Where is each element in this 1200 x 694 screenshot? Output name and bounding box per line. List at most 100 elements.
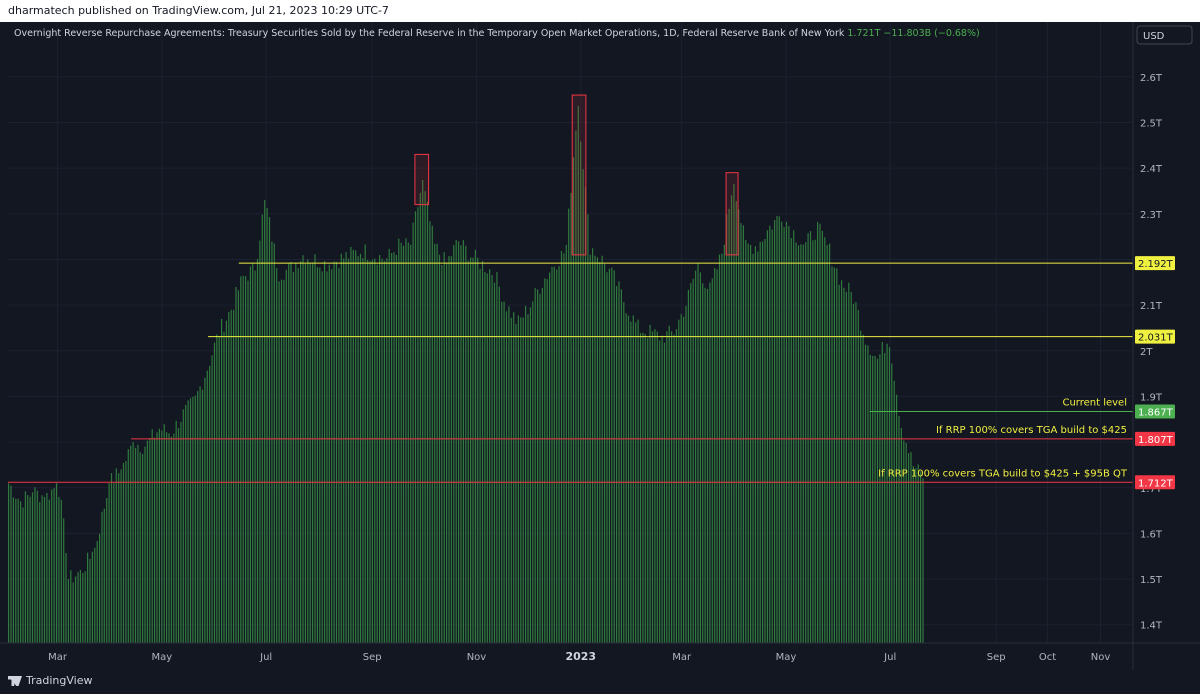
data-bar — [154, 437, 156, 643]
data-bar — [319, 267, 321, 643]
data-bar — [718, 254, 721, 643]
data-bar — [213, 342, 216, 643]
data-bar — [256, 259, 259, 643]
data-bar — [237, 290, 239, 643]
data-bar — [824, 237, 826, 643]
data-bar — [146, 440, 148, 643]
data-bar — [321, 271, 323, 643]
data-bar — [481, 261, 484, 643]
data-bar — [75, 576, 77, 643]
data-bar — [474, 249, 476, 644]
data-bar — [326, 271, 328, 643]
data-bar — [527, 314, 529, 643]
data-bar — [446, 262, 448, 643]
data-bar — [402, 245, 405, 644]
data-bar — [434, 243, 436, 644]
data-bar — [589, 254, 591, 643]
data-bar — [860, 330, 862, 643]
data-bar — [800, 244, 802, 643]
tradingview-logo[interactable]: TradingView — [8, 674, 92, 687]
data-bar — [309, 262, 311, 643]
data-bar — [359, 253, 362, 643]
data-bar — [805, 242, 807, 643]
data-bar — [139, 452, 141, 643]
data-bar — [347, 258, 350, 643]
y-tick-label: 1.4T — [1140, 621, 1163, 632]
data-bar — [627, 315, 630, 643]
data-bar — [836, 268, 838, 643]
data-bar — [211, 355, 213, 643]
data-bar — [388, 248, 390, 643]
data-bar — [431, 225, 433, 644]
data-bar — [687, 289, 689, 643]
data-bar — [546, 279, 548, 643]
data-bar — [620, 289, 622, 643]
data-bar — [395, 255, 397, 643]
data-bar — [259, 240, 261, 643]
x-tick-label: May — [776, 652, 797, 663]
data-bar — [379, 255, 381, 643]
data-bar — [209, 365, 211, 643]
data-bar — [879, 354, 881, 643]
data-bar — [537, 289, 539, 643]
price-tag-text: 1.807T — [1138, 435, 1174, 446]
data-bar — [470, 257, 472, 643]
data-bar — [814, 239, 816, 643]
data-bar — [888, 347, 891, 643]
data-bar — [855, 302, 857, 643]
legend-title-text: Overnight Reverse Repurchase Agreements:… — [14, 28, 847, 39]
data-bar — [826, 245, 828, 643]
data-bar — [48, 499, 50, 643]
data-bar — [752, 253, 754, 643]
data-bar — [369, 261, 371, 643]
data-bar — [764, 239, 766, 643]
data-bar — [99, 533, 101, 643]
data-bar — [690, 283, 692, 643]
data-bar — [616, 286, 618, 643]
currency-button[interactable] — [1136, 25, 1193, 45]
data-bar — [292, 271, 294, 643]
data-bar — [704, 287, 706, 643]
data-bar — [460, 245, 462, 644]
rrp-chart[interactable]: Current level If RRP 100% covers TGA buil… — [0, 22, 1200, 670]
data-bar — [680, 314, 682, 643]
data-bar — [632, 315, 634, 643]
data-bar — [371, 259, 373, 643]
data-bar — [65, 553, 67, 643]
data-bar — [163, 424, 165, 643]
data-bar — [912, 466, 914, 643]
data-bar — [316, 267, 318, 643]
data-bar — [278, 281, 280, 643]
data-bar — [438, 254, 441, 643]
data-bar — [797, 245, 800, 643]
data-bar — [168, 433, 170, 643]
legend-value: 1.721T — [847, 28, 883, 39]
data-bar — [843, 287, 845, 643]
data-bar — [280, 279, 283, 643]
data-bar — [520, 317, 522, 643]
data-bar — [156, 432, 158, 643]
data-bar — [556, 269, 558, 643]
highlight-box — [571, 94, 587, 256]
data-bar — [908, 453, 910, 643]
publisher-bar: dharmatech published on TradingView.com,… — [0, 0, 1200, 22]
price-tag-2.192T — [1135, 256, 1175, 271]
data-bar — [508, 306, 510, 643]
data-bar — [455, 239, 457, 643]
data-bar — [352, 249, 354, 643]
data-bar — [754, 246, 756, 643]
data-bar — [829, 243, 831, 643]
y-tick-label: 2T — [1140, 347, 1153, 358]
data-bar — [522, 317, 524, 643]
data-bar — [87, 552, 89, 643]
data-bar — [711, 278, 713, 643]
data-bar — [920, 471, 922, 643]
data-bar — [675, 329, 677, 643]
data-bar — [539, 293, 541, 643]
data-bar — [60, 499, 62, 643]
data-bar — [312, 262, 314, 643]
data-bar — [663, 342, 666, 643]
data-bar — [762, 241, 764, 643]
data-bar — [166, 432, 168, 643]
data-bar — [17, 498, 19, 643]
